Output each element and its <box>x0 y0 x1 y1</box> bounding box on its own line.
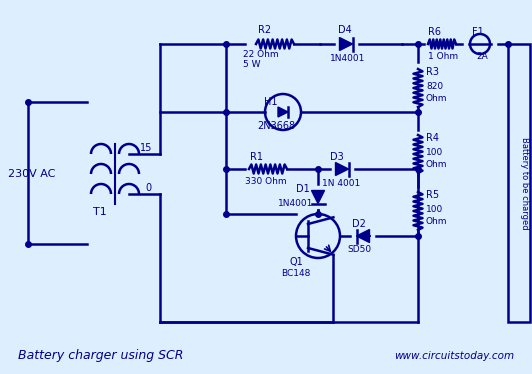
Text: Ohm: Ohm <box>426 94 447 102</box>
Polygon shape <box>356 230 370 242</box>
Text: R6: R6 <box>428 27 441 37</box>
Text: 820: 820 <box>426 82 443 91</box>
Text: 1N4001: 1N4001 <box>330 53 365 62</box>
Text: Battery to be charged: Battery to be charged <box>520 137 528 229</box>
Text: R4: R4 <box>426 133 439 143</box>
Text: D4: D4 <box>338 25 352 35</box>
Polygon shape <box>336 162 348 175</box>
Text: www.circuitstoday.com: www.circuitstoday.com <box>394 351 514 361</box>
Text: F1: F1 <box>472 27 484 37</box>
Text: Ohm: Ohm <box>426 217 447 226</box>
Text: 2A: 2A <box>476 52 488 61</box>
Text: T1: T1 <box>93 207 107 217</box>
Text: 100: 100 <box>426 147 443 156</box>
Polygon shape <box>339 37 353 50</box>
Text: BC148: BC148 <box>281 269 310 278</box>
Bar <box>508 44 530 322</box>
Text: 230V AC: 230V AC <box>8 169 55 179</box>
Text: R3: R3 <box>426 67 439 77</box>
Text: 5 W: 5 W <box>243 59 261 68</box>
Text: R5: R5 <box>426 190 439 200</box>
Text: 15: 15 <box>139 143 152 153</box>
Text: 1N4001: 1N4001 <box>278 199 313 208</box>
Text: D2: D2 <box>352 219 366 229</box>
Text: D1: D1 <box>296 184 310 194</box>
Text: Ohm: Ohm <box>426 159 447 169</box>
Text: 22 Ohm: 22 Ohm <box>243 49 279 58</box>
Text: 100: 100 <box>426 205 443 214</box>
Polygon shape <box>278 107 288 117</box>
Text: R2: R2 <box>258 25 271 35</box>
Text: Battery charger using SCR: Battery charger using SCR <box>18 349 184 362</box>
Text: SD50: SD50 <box>347 245 371 254</box>
Text: R1: R1 <box>250 152 263 162</box>
Text: Q1: Q1 <box>290 257 304 267</box>
Text: H1: H1 <box>264 97 278 107</box>
Text: 0: 0 <box>146 183 152 193</box>
Text: 1 Ohm: 1 Ohm <box>428 52 458 61</box>
Text: 1N 4001: 1N 4001 <box>322 178 360 187</box>
Text: D3: D3 <box>330 152 344 162</box>
Text: 2N3668: 2N3668 <box>257 121 295 131</box>
Text: 330 Ohm: 330 Ohm <box>245 177 287 186</box>
Polygon shape <box>312 190 325 203</box>
